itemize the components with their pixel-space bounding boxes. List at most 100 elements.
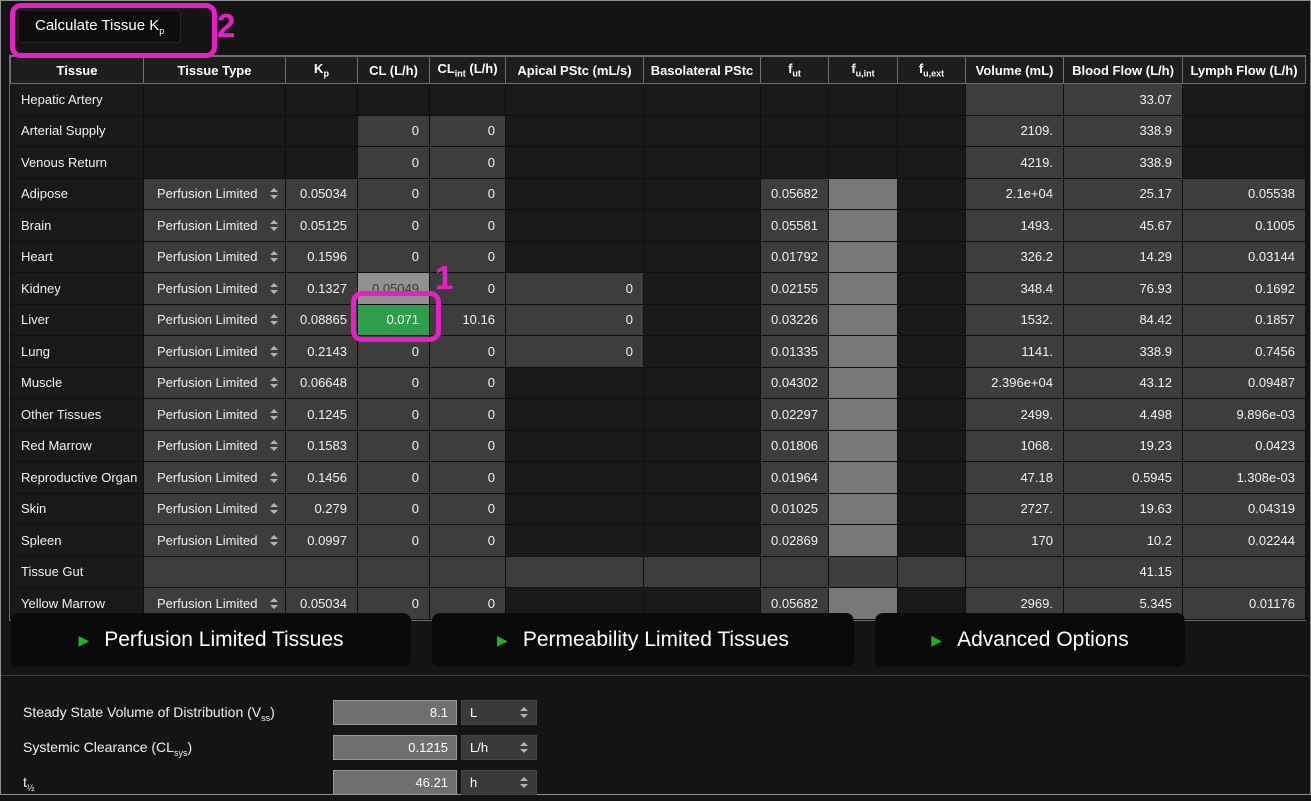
- value-cell[interactable]: 2.1e+04: [965, 177, 1064, 210]
- value-cell[interactable]: 0.02297: [760, 398, 829, 431]
- value-cell[interactable]: 0: [429, 461, 506, 494]
- value-cell[interactable]: 0.03226: [760, 303, 829, 336]
- value-cell[interactable]: 0.03144: [1182, 240, 1306, 273]
- value-cell[interactable]: 0: [505, 335, 644, 368]
- value-cell[interactable]: 0.01025: [760, 492, 829, 525]
- value-cell[interactable]: 0: [357, 240, 430, 273]
- input-cell[interactable]: [828, 524, 898, 557]
- value-cell[interactable]: 0.05034: [285, 177, 358, 210]
- input-cell[interactable]: [828, 303, 898, 336]
- tissue-type-dropdown[interactable]: Perfusion Limited: [143, 429, 286, 462]
- value-cell[interactable]: 1141.: [965, 335, 1064, 368]
- value-cell[interactable]: 0.2143: [285, 335, 358, 368]
- value-cell[interactable]: 0: [429, 366, 506, 399]
- value-cell[interactable]: 0: [429, 146, 506, 179]
- value-cell[interactable]: 0.1596: [285, 240, 358, 273]
- value-cell[interactable]: 1.308e-03: [1182, 461, 1306, 494]
- value-cell[interactable]: 0.1245: [285, 398, 358, 431]
- value-cell[interactable]: 338.9: [1063, 146, 1183, 179]
- value-cell[interactable]: 0: [357, 398, 430, 431]
- value-cell[interactable]: 0: [429, 209, 506, 242]
- value-cell[interactable]: 2109.: [965, 114, 1064, 147]
- tissue-type-dropdown[interactable]: Perfusion Limited: [143, 398, 286, 431]
- tissue-type-dropdown[interactable]: Perfusion Limited: [143, 209, 286, 242]
- clsys-unit-select[interactable]: L/h: [461, 735, 537, 760]
- value-cell[interactable]: 0: [357, 114, 430, 147]
- value-cell[interactable]: 0: [429, 398, 506, 431]
- value-cell[interactable]: 43.12: [1063, 366, 1183, 399]
- tissue-type-dropdown[interactable]: Perfusion Limited: [143, 366, 286, 399]
- tissue-type-dropdown[interactable]: Perfusion Limited: [143, 524, 286, 557]
- value-cell[interactable]: 1532.: [965, 303, 1064, 336]
- value-cell[interactable]: 338.9: [1063, 114, 1183, 147]
- value-cell[interactable]: 45.67: [1063, 209, 1183, 242]
- value-cell[interactable]: 0.01964: [760, 461, 829, 494]
- input-cell[interactable]: [828, 209, 898, 242]
- value-cell[interactable]: 1493.: [965, 209, 1064, 242]
- value-cell[interactable]: 0.1857: [1182, 303, 1306, 336]
- value-cell[interactable]: 0: [429, 524, 506, 557]
- value-cell[interactable]: 348.4: [965, 272, 1064, 305]
- value-cell[interactable]: 4.498: [1063, 398, 1183, 431]
- value-cell[interactable]: 0.02869: [760, 524, 829, 557]
- input-cell[interactable]: [828, 240, 898, 273]
- cl-cell-highlighted[interactable]: 0.071: [357, 303, 430, 336]
- input-cell[interactable]: [828, 335, 898, 368]
- value-cell[interactable]: 0: [505, 272, 644, 305]
- value-cell[interactable]: 0: [429, 177, 506, 210]
- value-cell[interactable]: 0.08865: [285, 303, 358, 336]
- tissue-type-dropdown[interactable]: Perfusion Limited: [143, 461, 286, 494]
- tissue-type-dropdown[interactable]: Perfusion Limited: [143, 492, 286, 525]
- value-cell[interactable]: 0: [429, 429, 506, 462]
- cl-cell-selected[interactable]: 0.05049: [357, 272, 430, 305]
- value-cell[interactable]: 0.0997: [285, 524, 358, 557]
- input-cell[interactable]: [828, 366, 898, 399]
- value-cell[interactable]: 84.42: [1063, 303, 1183, 336]
- value-cell[interactable]: 0.01335: [760, 335, 829, 368]
- value-cell[interactable]: 0.1692: [1182, 272, 1306, 305]
- value-cell[interactable]: 0.04302: [760, 366, 829, 399]
- value-cell[interactable]: 0: [357, 461, 430, 494]
- value-cell[interactable]: 0.02244: [1182, 524, 1306, 557]
- input-cell[interactable]: [828, 492, 898, 525]
- value-cell[interactable]: 9.896e-03: [1182, 398, 1306, 431]
- clsys-input[interactable]: 0.1215: [333, 735, 457, 760]
- thalf-input[interactable]: 46.21: [333, 770, 457, 795]
- value-cell[interactable]: 1068.: [965, 429, 1064, 462]
- tissue-type-dropdown[interactable]: Perfusion Limited: [143, 177, 286, 210]
- value-cell[interactable]: 0: [357, 177, 430, 210]
- value-cell[interactable]: 0.1456: [285, 461, 358, 494]
- value-cell[interactable]: 0.05125: [285, 209, 358, 242]
- value-cell[interactable]: 47.18: [965, 461, 1064, 494]
- value-cell[interactable]: 0: [429, 335, 506, 368]
- value-cell[interactable]: 0.1005: [1182, 209, 1306, 242]
- value-cell[interactable]: 0.0423: [1182, 429, 1306, 462]
- expander-perfusion-limited-tissues[interactable]: ▶ Perfusion Limited Tissues: [11, 613, 411, 667]
- value-cell[interactable]: 0.279: [285, 492, 358, 525]
- value-cell[interactable]: 4219.: [965, 146, 1064, 179]
- value-cell[interactable]: 0.05682: [760, 177, 829, 210]
- expander-permeability-limited-tissues[interactable]: ▶ Permeability Limited Tissues: [432, 613, 854, 667]
- expander-advanced-options[interactable]: ▶ Advanced Options: [875, 613, 1185, 667]
- tissue-type-dropdown[interactable]: Perfusion Limited: [143, 272, 286, 305]
- value-cell[interactable]: 0.01806: [760, 429, 829, 462]
- thalf-unit-select[interactable]: h: [461, 770, 537, 795]
- value-cell[interactable]: 0.5945: [1063, 461, 1183, 494]
- value-cell[interactable]: 2.396e+04: [965, 366, 1064, 399]
- tissue-type-dropdown[interactable]: Perfusion Limited: [143, 335, 286, 368]
- value-cell[interactable]: 0.01792: [760, 240, 829, 273]
- value-cell[interactable]: 76.93: [1063, 272, 1183, 305]
- value-cell[interactable]: 0: [429, 114, 506, 147]
- value-cell[interactable]: 0.7456: [1182, 335, 1306, 368]
- value-cell[interactable]: 0: [357, 366, 430, 399]
- value-cell[interactable]: 14.29: [1063, 240, 1183, 273]
- value-cell[interactable]: 0: [357, 209, 430, 242]
- value-cell[interactable]: 2727.: [965, 492, 1064, 525]
- value-cell[interactable]: 0: [357, 146, 430, 179]
- value-cell[interactable]: 0.05581: [760, 209, 829, 242]
- value-cell[interactable]: 0: [357, 429, 430, 462]
- value-cell[interactable]: 10.2: [1063, 524, 1183, 557]
- value-cell[interactable]: 326.2: [965, 240, 1064, 273]
- value-cell[interactable]: 338.9: [1063, 335, 1183, 368]
- value-cell[interactable]: 0.01176: [1182, 587, 1306, 620]
